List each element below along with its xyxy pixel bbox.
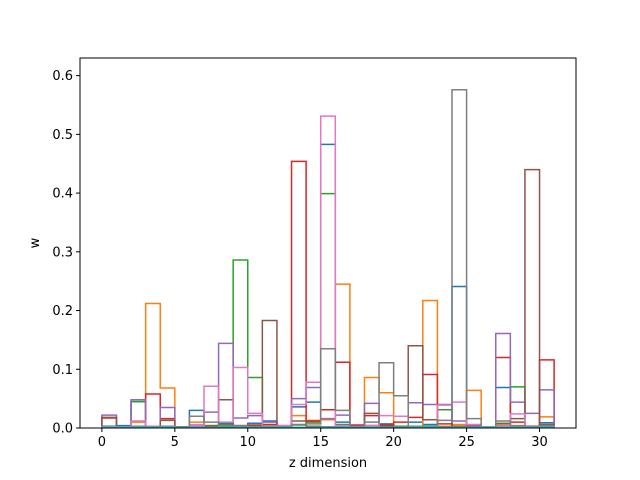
- x-tick-label: 30: [531, 435, 548, 450]
- y-tick-label: 0.3: [52, 245, 73, 260]
- y-tick-label: 0.5: [52, 128, 73, 143]
- y-tick-label: 0.2: [52, 304, 73, 319]
- x-tick-label: 0: [98, 435, 106, 450]
- plot-area-frame: [79, 57, 577, 429]
- y-tick-label: 0.1: [52, 363, 73, 378]
- y-axis: 0.0 0.1 0.2 0.3 0.4 0.5 0.6: [52, 69, 80, 437]
- x-tick-label: 15: [312, 435, 329, 450]
- y-axis-label: w: [28, 237, 43, 248]
- y-tick-label: 0.0: [52, 422, 73, 437]
- x-tick-label: 10: [239, 435, 256, 450]
- x-axis: 0 5 10 15 20 25 30: [98, 428, 548, 450]
- y-tick-label: 0.4: [52, 187, 73, 202]
- x-axis-label: z dimension: [289, 456, 367, 471]
- series-layer: [101, 88, 555, 429]
- x-tick-label: 5: [171, 435, 179, 450]
- x-tick-label: 20: [385, 435, 402, 450]
- y-tick-label: 0.6: [52, 69, 73, 84]
- x-tick-label: 25: [458, 435, 475, 450]
- histogram-series-10: [101, 426, 555, 429]
